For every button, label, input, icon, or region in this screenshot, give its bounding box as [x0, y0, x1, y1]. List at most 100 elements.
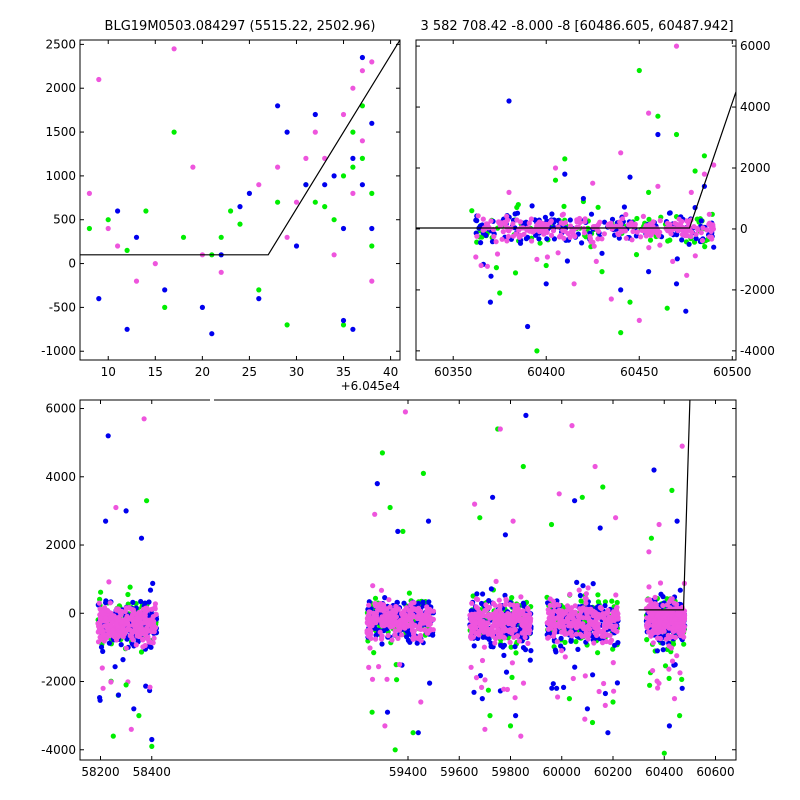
data-point-series-3	[468, 633, 474, 640]
data-point-series-2	[590, 672, 596, 678]
data-point-series-3	[492, 635, 499, 642]
data-point-series-1	[218, 234, 224, 240]
data-point-series-3	[585, 585, 591, 591]
data-point-series-1	[543, 262, 549, 269]
data-point-series-3	[582, 673, 588, 679]
data-point-series-3	[96, 623, 102, 630]
data-point-series-3	[494, 251, 501, 257]
x-tick-label: 58200	[81, 765, 119, 779]
data-point-series-3	[699, 237, 706, 244]
y-tick-label: -1000	[41, 344, 76, 358]
data-point-series-3	[547, 602, 553, 608]
data-point-series-3	[284, 234, 290, 240]
data-point-series-3	[646, 584, 652, 590]
data-point-series-2	[138, 598, 144, 605]
data-point-series-1	[124, 247, 130, 253]
data-point-series-3	[706, 220, 713, 226]
model-line	[416, 91, 736, 229]
data-point-series-2	[394, 599, 400, 606]
data-point-series-3	[411, 600, 417, 606]
y-tick-label: -4000	[740, 344, 775, 358]
data-point-series-3	[655, 685, 661, 691]
data-point-series-3	[555, 609, 561, 615]
data-point-series-3	[369, 59, 375, 65]
data-point-series-1	[661, 750, 667, 756]
data-point-series-3	[416, 636, 422, 642]
data-point-series-3	[400, 616, 406, 622]
data-point-series-3	[559, 629, 565, 635]
data-point-series-3	[493, 578, 499, 585]
data-point-series-3	[668, 645, 675, 651]
data-point-series-3	[618, 150, 624, 156]
data-point-series-2	[97, 697, 103, 703]
data-point-series-3	[528, 216, 535, 222]
data-point-series-1	[228, 208, 234, 214]
data-point-series-3	[416, 615, 422, 621]
data-point-series-1	[679, 676, 685, 683]
data-point-series-3	[656, 521, 662, 528]
data-point-series-3	[572, 233, 578, 239]
data-point-series-3	[613, 515, 619, 521]
data-point-series-3	[587, 233, 593, 239]
data-point-series-3	[646, 110, 652, 116]
data-point-series-3	[381, 607, 387, 614]
data-point-series-3	[511, 634, 517, 640]
data-point-series-2	[561, 684, 567, 691]
y-tick-label: 0	[68, 606, 76, 620]
data-point-series-3	[369, 278, 375, 284]
data-point-series-3	[499, 623, 505, 629]
data-point-series-3	[629, 237, 635, 243]
data-point-series-1	[487, 713, 493, 719]
data-point-series-3	[598, 605, 605, 612]
data-point-series-3	[552, 623, 559, 629]
data-point-series-3	[646, 549, 652, 555]
data-point-series-3	[607, 639, 613, 646]
y-tick-label: 0	[740, 222, 748, 236]
data-point-series-3	[367, 619, 373, 625]
data-point-series-3	[638, 234, 644, 240]
data-point-series-3	[560, 227, 566, 233]
data-point-series-3	[571, 281, 577, 287]
data-point-series-3	[518, 594, 524, 600]
data-point-series-2	[293, 243, 300, 249]
data-point-series-1	[420, 470, 426, 476]
data-point-series-3	[418, 699, 424, 705]
data-point-series-1	[618, 330, 624, 336]
data-point-series-3	[497, 426, 503, 432]
data-point-series-3	[526, 615, 532, 621]
data-point-series-2	[601, 219, 608, 225]
data-point-series-2	[602, 690, 609, 697]
data-point-series-3	[706, 211, 712, 217]
data-point-series-2	[674, 256, 680, 262]
data-point-series-2	[554, 685, 560, 691]
data-point-series-2	[162, 287, 168, 293]
data-point-series-3	[554, 639, 560, 645]
data-point-series-3	[124, 620, 131, 626]
data-point-series-3	[97, 615, 103, 621]
data-point-series-2	[529, 203, 535, 209]
data-point-series-2	[148, 644, 154, 650]
data-point-series-3	[506, 189, 512, 195]
data-point-series-2	[568, 637, 574, 643]
data-point-series-3	[152, 601, 158, 607]
data-point-series-2	[98, 644, 105, 650]
data-point-series-3	[512, 627, 518, 633]
data-point-series-2	[666, 723, 673, 729]
y-tick-label: -2000	[41, 675, 76, 689]
data-point-series-3	[679, 443, 685, 449]
data-point-series-3	[652, 594, 658, 601]
model-line	[638, 400, 691, 611]
data-point-series-3	[650, 219, 656, 225]
data-point-series-1	[534, 348, 540, 354]
data-point-series-3	[520, 608, 526, 614]
data-point-series-2	[401, 600, 407, 606]
data-point-series-1	[127, 584, 133, 590]
data-point-series-3	[544, 254, 551, 260]
data-point-series-3	[108, 679, 114, 685]
data-point-series-1	[98, 589, 104, 595]
data-point-series-3	[623, 235, 629, 241]
data-point-series-1	[599, 269, 605, 275]
data-point-series-3	[504, 238, 510, 244]
data-point-series-3	[612, 612, 618, 618]
x-tick-label: 60450	[620, 365, 658, 379]
